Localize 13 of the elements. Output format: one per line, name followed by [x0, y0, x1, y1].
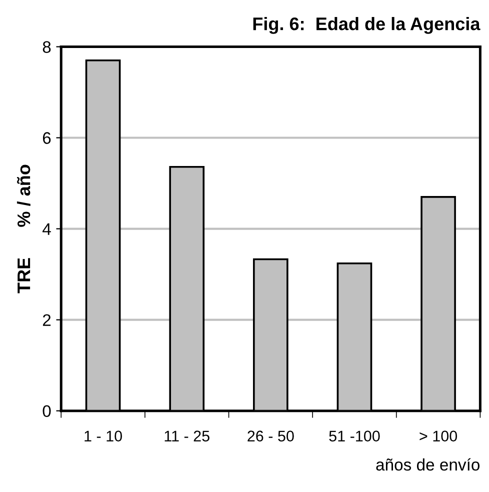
y-tick-label: 2: [42, 314, 51, 326]
y-tick-label: 8: [42, 41, 51, 53]
y-tick-label: 0: [42, 405, 51, 418]
x-tick-label: > 100: [420, 430, 458, 442]
x-tick-label: 1 - 10: [84, 430, 122, 442]
x-tick-label: 26 - 50: [248, 430, 294, 442]
y-tick-label: 4: [42, 223, 51, 235]
x-axis-title: años de envío: [376, 458, 480, 471]
y-axis-title: TRE % / año: [16, 164, 30, 294]
chart-title: Fig. 6: Edad de la Agencia: [253, 16, 480, 34]
y-tick-label: 6: [42, 132, 51, 144]
x-tick-label: 11 - 25: [164, 430, 210, 442]
x-tick-label: 51 -100: [329, 430, 380, 442]
